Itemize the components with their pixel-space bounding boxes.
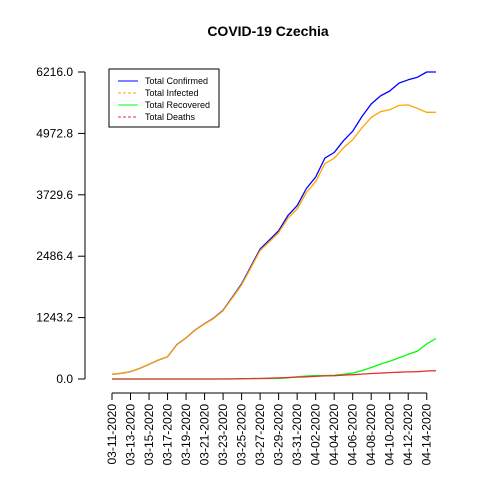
legend-label: Total Deaths <box>145 112 196 122</box>
x-tick-label: 03-13-2020 <box>124 404 138 466</box>
chart-title: COVID-19 Czechia <box>207 23 329 39</box>
x-tick-label: 03-15-2020 <box>142 404 156 466</box>
x-tick-label: 03-31-2020 <box>290 404 304 466</box>
x-tick-label: 04-06-2020 <box>346 404 360 466</box>
series-line-total-infected <box>111 104 436 376</box>
y-tick-label: 6216.0 <box>36 65 73 79</box>
x-tick-label: 03-29-2020 <box>272 404 286 466</box>
x-tick-label: 03-27-2020 <box>253 404 267 466</box>
x-tick-label: 03-23-2020 <box>216 404 230 466</box>
x-tick-label: 04-10-2020 <box>383 404 397 466</box>
x-axis: 03-11-2020 03-13-2020 03-15-2020 03-17-2020… <box>105 392 434 466</box>
x-tick-label: 03-21-2020 <box>198 404 212 466</box>
legend-label: Total Recovered <box>145 100 210 110</box>
x-tick-label: 03-11-2020 <box>105 404 119 465</box>
legend-items: Total Confirmed Total Infected Total Recov… <box>118 76 210 122</box>
legend-label: Total Confirmed <box>145 76 208 86</box>
legend: Total Confirmed Total Infected Total Recov… <box>108 68 220 128</box>
series-line-total-deaths <box>112 370 437 380</box>
x-tick-label: 04-12-2020 <box>401 404 415 466</box>
y-tick-label: 3729.6 <box>36 188 73 202</box>
legend-label: Total Infected <box>145 88 199 98</box>
y-axis: 0.0 1243.2 2486.4 3729.6 4972.8 6216.0 <box>36 65 86 386</box>
x-tick-label: 04-04-2020 <box>327 404 341 466</box>
legend-box <box>108 68 220 128</box>
x-tick-label: 04-02-2020 <box>309 404 323 466</box>
y-tick-label: 4972.8 <box>36 126 73 140</box>
x-tick-label: 04-08-2020 <box>364 404 378 466</box>
series-lines <box>111 71 437 380</box>
x-tick-label: 03-25-2020 <box>235 404 249 466</box>
y-tick-label: 0.0 <box>56 372 73 386</box>
x-tick-label: 03-17-2020 <box>161 404 175 466</box>
y-tick-label: 1243.2 <box>36 311 73 325</box>
x-tick-label: 03-19-2020 <box>179 404 193 466</box>
y-tick-label: 2486.4 <box>36 249 73 263</box>
x-tick-label: 04-14-2020 <box>420 404 434 466</box>
